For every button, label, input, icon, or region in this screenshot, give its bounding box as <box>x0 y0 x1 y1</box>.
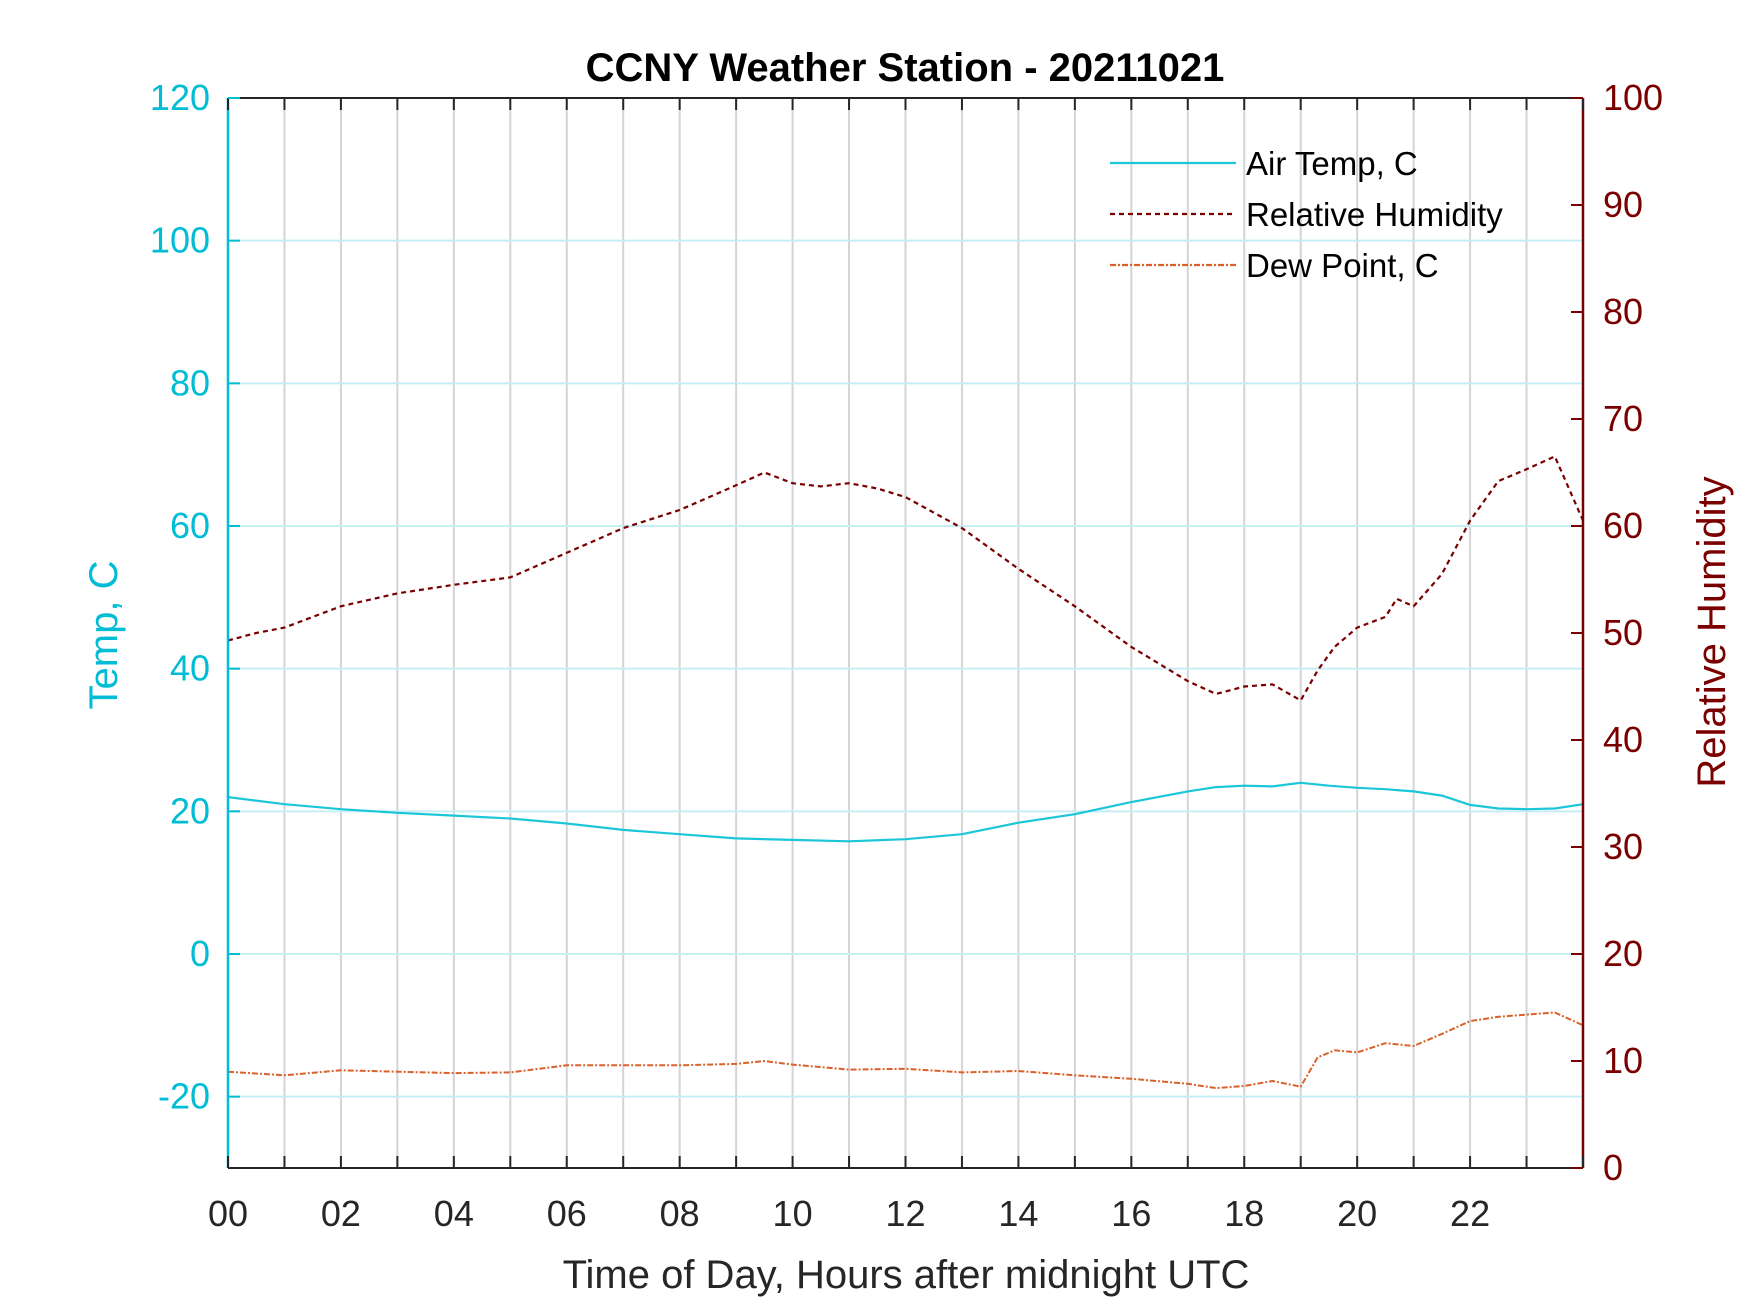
air-temp-legend-label: Air Temp, C <box>1246 145 1418 182</box>
right-tick-label: 10 <box>1603 1040 1643 1081</box>
right-tick-label: 60 <box>1603 505 1643 546</box>
left-tick-label: -20 <box>158 1076 210 1117</box>
left-tick-label: 120 <box>150 77 210 118</box>
right-tick-label: 80 <box>1603 291 1643 332</box>
x-tick-label: 16 <box>1111 1193 1151 1234</box>
dew-point-legend-label: Dew Point, C <box>1246 247 1439 284</box>
right-tick-label: 70 <box>1603 398 1643 439</box>
humidity-legend-label: Relative Humidity <box>1246 196 1503 233</box>
grid <box>228 98 1583 1168</box>
left-axis-ticks: 120 100 80 60 40 20 0 -20 <box>150 77 240 1117</box>
plot-series <box>227 455 1585 1090</box>
left-tick-label: 40 <box>170 648 210 689</box>
y-axis-label-left: Temp, C <box>82 561 126 710</box>
right-tick-label: 100 <box>1603 77 1663 118</box>
right-tick-label: 20 <box>1603 933 1643 974</box>
right-tick-label: 40 <box>1603 719 1643 760</box>
x-axis-ticks: 00 02 04 06 08 10 12 14 16 18 20 22 <box>208 1193 1490 1234</box>
x-tick-label: 02 <box>321 1193 361 1234</box>
right-tick-label: 0 <box>1603 1147 1623 1188</box>
x-tick-label: 14 <box>998 1193 1038 1234</box>
legend: Air Temp, C Relative Humidity Dew Point, C <box>1110 145 1503 284</box>
left-tick-label: 100 <box>150 220 210 261</box>
left-tick-label: 0 <box>190 933 210 974</box>
x-tick-label: 18 <box>1224 1193 1264 1234</box>
left-tick-label: 60 <box>170 505 210 546</box>
x-axis-label: Time of Day, Hours after midnight UTC <box>563 1253 1250 1297</box>
x-tick-label: 04 <box>434 1193 474 1234</box>
x-tick-label: 22 <box>1450 1193 1490 1234</box>
x-tick-label: 20 <box>1337 1193 1377 1234</box>
x-tick-label: 06 <box>547 1193 587 1234</box>
chart-title: CCNY Weather Station - 20211021 <box>586 46 1225 90</box>
x-tick-label: 08 <box>660 1193 700 1234</box>
right-tick-label: 30 <box>1603 826 1643 867</box>
x-tick-label: 12 <box>885 1193 925 1234</box>
y-axis-label-right: Relative Humidity <box>1690 476 1734 787</box>
left-tick-label: 80 <box>170 362 210 403</box>
x-tick-label: 10 <box>773 1193 813 1234</box>
x-tick-label: 00 <box>208 1193 248 1234</box>
right-tick-label: 90 <box>1603 184 1643 225</box>
left-tick-label: 20 <box>170 790 210 831</box>
dew-point-series-line <box>227 1011 1584 1090</box>
humidity-series-line <box>227 455 1585 702</box>
right-tick-label: 50 <box>1603 612 1643 653</box>
air-temp-series-line <box>227 781 1584 843</box>
